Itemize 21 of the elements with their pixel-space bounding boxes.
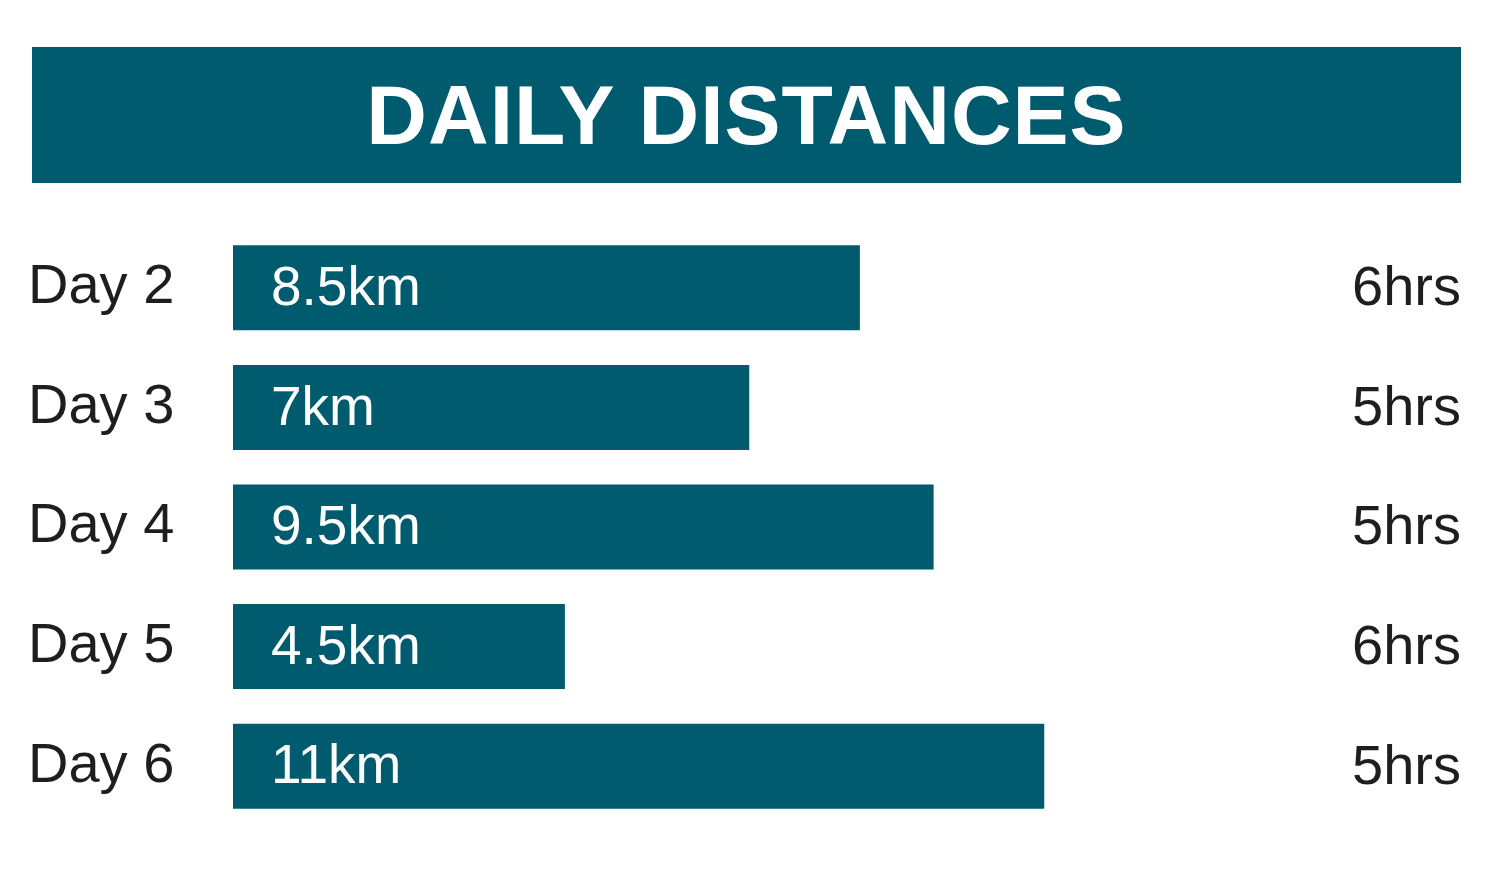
text: 6hrs — [1352, 254, 1461, 318]
data-label: 9.5km — [271, 494, 421, 557]
y-tick-label: Day 6 — [28, 730, 175, 794]
text: 5hrs — [1352, 493, 1461, 557]
bar — [233, 723, 1045, 809]
text: 6hrs — [1352, 613, 1461, 677]
y-tick-label: Day 4 — [28, 491, 175, 555]
data-label: 7km — [271, 374, 375, 437]
bar — [233, 604, 565, 690]
data-label: 8.5km — [271, 254, 421, 317]
y-tick-label: Day 5 — [28, 611, 175, 675]
bar — [233, 245, 860, 331]
data-label: 11km — [271, 733, 402, 796]
chart-title: DAILY DISTANCES — [366, 68, 1127, 162]
text: 5hrs — [1352, 373, 1461, 437]
y-tick-label: Day 2 — [28, 252, 175, 316]
bar — [233, 484, 934, 570]
bar — [233, 364, 750, 450]
data-label: 4.5km — [271, 613, 421, 676]
text: 5hrs — [1352, 732, 1461, 796]
y-tick-label: Day 3 — [28, 371, 175, 435]
